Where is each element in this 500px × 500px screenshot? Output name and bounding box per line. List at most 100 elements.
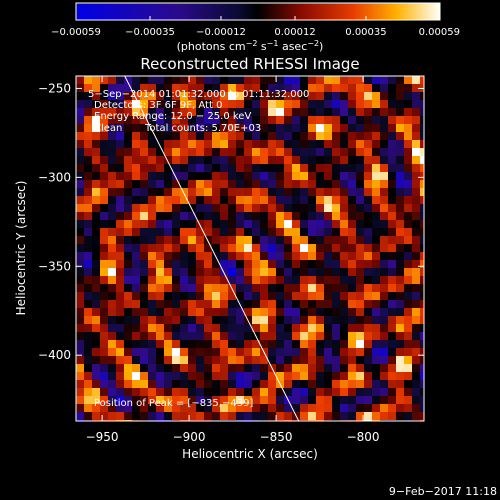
heatmap-cell — [268, 92, 276, 100]
heatmap-cell — [260, 404, 268, 412]
heatmap-cell — [220, 116, 228, 124]
heatmap-cell — [332, 148, 340, 156]
heatmap-cell — [380, 300, 388, 308]
heatmap-cell — [196, 132, 204, 140]
heatmap-cell — [292, 228, 300, 236]
heatmap-cell — [276, 300, 284, 308]
heatmap-cell — [100, 212, 108, 220]
heatmap-cell — [180, 308, 188, 316]
heatmap-cell — [284, 356, 292, 364]
heatmap-cell — [244, 108, 252, 116]
heatmap-cell — [164, 244, 172, 252]
heatmap-cell — [108, 236, 116, 244]
heatmap-cell — [276, 124, 284, 132]
heatmap-cell — [212, 364, 220, 372]
heatmap-cell — [340, 100, 348, 108]
heatmap-cell — [364, 292, 372, 300]
heatmap-cell — [340, 196, 348, 204]
heatmap-cell — [156, 204, 164, 212]
heatmap-cell — [140, 340, 148, 348]
heatmap-cell — [404, 196, 412, 204]
heatmap-cell — [268, 372, 276, 380]
heatmap-cell — [420, 348, 424, 356]
heatmap-cell — [164, 228, 172, 236]
heatmap-cell — [412, 228, 420, 236]
heatmap-cell — [220, 300, 228, 308]
heatmap-cell — [132, 156, 140, 164]
heatmap-cell — [132, 84, 140, 92]
heatmap-cell — [348, 364, 356, 372]
heatmap-cell — [340, 76, 348, 84]
heatmap-cell — [332, 388, 340, 396]
heatmap-cell — [396, 252, 404, 260]
heatmap-cell — [412, 244, 420, 252]
heatmap-cell — [164, 140, 172, 148]
heatmap-cell — [300, 332, 308, 340]
heatmap-cell — [196, 108, 204, 116]
heatmap-cell — [180, 284, 188, 292]
heatmap-cell — [316, 188, 324, 196]
heatmap-cell — [148, 412, 156, 420]
heatmap-cell — [356, 404, 364, 412]
heatmap-cell — [84, 388, 92, 396]
heatmap-cell — [76, 204, 84, 212]
heatmap-cell — [332, 252, 340, 260]
heatmap-cell — [324, 164, 332, 172]
heatmap-cell — [300, 404, 308, 412]
heatmap-cell — [76, 132, 84, 140]
heatmap-cell — [244, 364, 252, 372]
heatmap-cell — [188, 124, 196, 132]
heatmap-cell — [212, 212, 220, 220]
heatmap-cell — [340, 252, 348, 260]
heatmap-cell — [252, 260, 260, 268]
heatmap-cell — [140, 356, 148, 364]
y-tick-label: −300 — [38, 170, 71, 184]
heatmap-cell — [396, 356, 404, 364]
heatmap-cell — [172, 260, 180, 268]
heatmap-cell — [188, 404, 196, 412]
heatmap-cell — [260, 324, 268, 332]
heatmap-cell — [252, 92, 260, 100]
heatmap-cell — [180, 92, 188, 100]
heatmap-cell — [76, 292, 84, 300]
heatmap-cell — [300, 364, 308, 372]
heatmap-cell — [372, 244, 380, 252]
heatmap-cell — [116, 92, 124, 100]
heatmap-cell — [228, 308, 236, 316]
heatmap-cell — [364, 364, 372, 372]
heatmap-cell — [92, 356, 100, 364]
heatmap-cell — [196, 252, 204, 260]
heatmap-cell — [412, 156, 420, 164]
heatmap-cell — [140, 196, 148, 204]
heatmap-cell — [172, 220, 180, 228]
heatmap-cell — [404, 76, 412, 84]
heatmap-cell — [324, 292, 332, 300]
heatmap-cell — [380, 132, 388, 140]
heatmap-cell — [380, 100, 388, 108]
heatmap-cell — [260, 316, 268, 324]
heatmap-cell — [132, 196, 140, 204]
heatmap-cell — [244, 212, 252, 220]
heatmap-cell — [172, 180, 180, 188]
heatmap-cell — [260, 172, 268, 180]
heatmap-cell — [108, 76, 116, 84]
heatmap-cell — [260, 92, 268, 100]
heatmap-cell — [140, 380, 148, 388]
heatmap-cell — [188, 212, 196, 220]
y-axis-ticks: −250−300−350−400 — [38, 81, 424, 362]
heatmap-cell — [196, 236, 204, 244]
heatmap-cell — [340, 108, 348, 116]
heatmap-cell — [308, 404, 316, 412]
heatmap-cell — [236, 132, 244, 140]
heatmap-cell — [412, 268, 420, 276]
heatmap-cell — [252, 100, 260, 108]
heatmap-cell — [396, 244, 404, 252]
heatmap-cell — [300, 380, 308, 388]
heatmap-cell — [332, 276, 340, 284]
heatmap-cell — [396, 204, 404, 212]
heatmap-cell — [236, 180, 244, 188]
heatmap-cell — [292, 188, 300, 196]
heatmap-cell — [76, 348, 84, 356]
heatmap-cell — [316, 364, 324, 372]
heatmap-cell — [404, 332, 412, 340]
